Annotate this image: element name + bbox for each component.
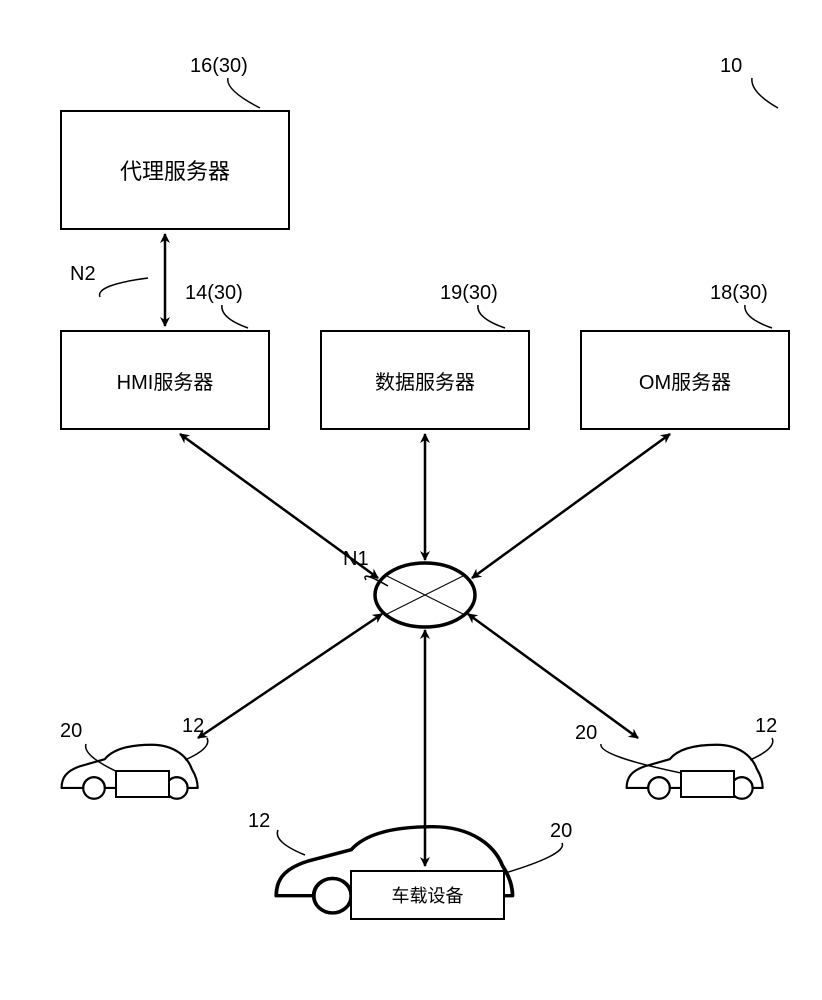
edge-n1-right — [468, 614, 638, 738]
edge-n1-left — [198, 614, 382, 738]
left-car-device — [115, 770, 170, 798]
onboard-device-label: 车载设备 — [392, 882, 464, 908]
svg-overlay — [0, 0, 822, 1000]
right-car-device — [680, 770, 735, 798]
edge-hmi-n1 — [180, 434, 378, 578]
edge-om-n1 — [472, 434, 670, 578]
onboard-device-box: 车载设备 — [350, 870, 505, 920]
diagram-canvas: 代理服务器 HMI服务器 数据服务器 OM服务器 10 16(30) 14(30… — [0, 0, 822, 1000]
